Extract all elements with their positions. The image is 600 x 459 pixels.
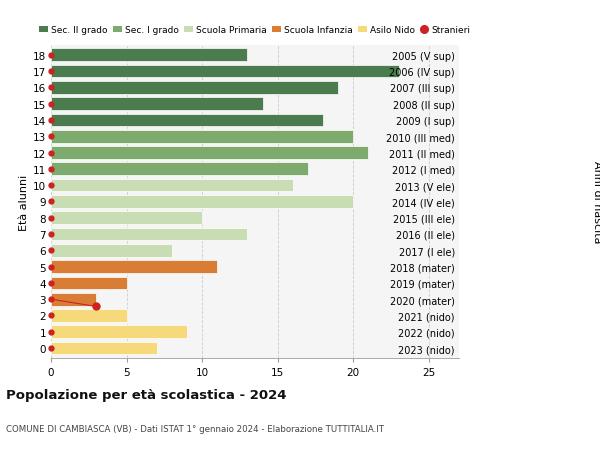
Bar xyxy=(51,147,368,160)
Text: COMUNE DI CAMBIASCA (VB) - Dati ISTAT 1° gennaio 2024 - Elaborazione TUTTITALIA.: COMUNE DI CAMBIASCA (VB) - Dati ISTAT 1°… xyxy=(6,425,384,434)
Bar xyxy=(51,326,187,338)
Text: Popolazione per età scolastica - 2024: Popolazione per età scolastica - 2024 xyxy=(6,388,287,401)
Bar xyxy=(51,49,247,62)
Bar xyxy=(51,261,217,273)
Legend: Sec. II grado, Sec. I grado, Scuola Primaria, Scuola Infanzia, Asilo Nido, Stran: Sec. II grado, Sec. I grado, Scuola Prim… xyxy=(40,26,470,35)
Bar xyxy=(51,212,202,224)
Bar xyxy=(51,196,353,208)
Bar xyxy=(51,277,127,290)
Bar xyxy=(51,114,323,127)
Bar xyxy=(51,179,293,192)
Bar xyxy=(51,66,398,78)
Text: Anni di nascita: Anni di nascita xyxy=(592,161,600,243)
Bar xyxy=(51,309,127,322)
Bar xyxy=(51,228,247,241)
Bar xyxy=(51,244,172,257)
Bar xyxy=(51,163,308,176)
Bar xyxy=(51,82,338,95)
Bar xyxy=(51,131,353,143)
Bar xyxy=(51,98,263,111)
Bar xyxy=(51,342,157,355)
Bar xyxy=(51,293,97,306)
Y-axis label: Età alunni: Età alunni xyxy=(19,174,29,230)
